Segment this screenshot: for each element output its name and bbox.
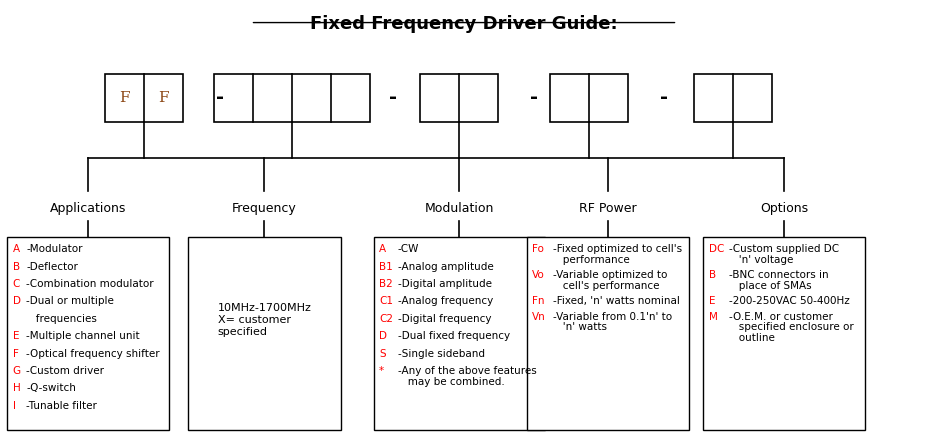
Bar (703, 237, 865, 430)
Bar (7, 237, 170, 430)
Text: Fixed Frequency Driver Guide:: Fixed Frequency Driver Guide: (310, 15, 617, 33)
Text: -200-250VAC 50-400Hz: -200-250VAC 50-400Hz (729, 296, 849, 306)
Text: -Custom supplied DC: -Custom supplied DC (729, 244, 838, 254)
Text: place of SMAs: place of SMAs (729, 281, 811, 291)
Text: *: * (378, 366, 384, 376)
Bar (550, 74, 628, 122)
Text: -Dual or multiple: -Dual or multiple (27, 296, 114, 306)
Text: -BNC connectors in: -BNC connectors in (729, 270, 828, 280)
Text: -Modulator: -Modulator (27, 244, 83, 254)
Bar (214, 74, 370, 122)
Text: A: A (378, 244, 386, 254)
Text: B: B (13, 262, 19, 272)
Text: F: F (13, 349, 19, 358)
Text: -CW: -CW (398, 244, 419, 254)
Text: 'n' watts: 'n' watts (552, 322, 606, 332)
Text: -: - (388, 88, 396, 107)
Text: -Combination modulator: -Combination modulator (27, 279, 154, 289)
Text: G: G (13, 366, 20, 376)
Text: Modulation: Modulation (425, 202, 493, 215)
Text: RF Power: RF Power (578, 202, 636, 215)
Text: -Variable optimized to: -Variable optimized to (552, 270, 667, 280)
Text: -Single sideband: -Single sideband (398, 349, 484, 358)
Text: 10MHz-1700MHz
X= customer
specified: 10MHz-1700MHz X= customer specified (217, 303, 311, 337)
Text: frequencies: frequencies (27, 314, 97, 324)
Text: A: A (13, 244, 19, 254)
Text: Frequency: Frequency (232, 202, 297, 215)
Text: Applications: Applications (50, 202, 126, 215)
Text: -Digital amplitude: -Digital amplitude (398, 279, 491, 289)
Text: E: E (708, 296, 715, 306)
Text: I: I (13, 401, 16, 411)
Text: may be combined.: may be combined. (398, 377, 504, 387)
Text: B2: B2 (378, 279, 392, 289)
Bar (527, 237, 688, 430)
Text: H: H (13, 383, 20, 393)
Text: Fn: Fn (532, 296, 544, 306)
Text: -: - (659, 88, 667, 107)
Text: C1: C1 (378, 296, 393, 306)
Text: -Fixed optimized to cell's: -Fixed optimized to cell's (552, 244, 681, 254)
Text: -Fixed, 'n' watts nominal: -Fixed, 'n' watts nominal (552, 296, 679, 306)
Text: S: S (378, 349, 386, 358)
Text: -Variable from 0.1'n' to: -Variable from 0.1'n' to (552, 312, 671, 322)
Text: -: - (529, 88, 537, 107)
Text: specified enclosure or: specified enclosure or (729, 322, 853, 332)
Text: -Any of the above features: -Any of the above features (398, 366, 536, 376)
Text: cell's performance: cell's performance (552, 281, 658, 291)
Bar (373, 237, 544, 430)
Text: F: F (119, 91, 130, 105)
Text: C: C (13, 279, 19, 289)
Text: -Dual fixed frequency: -Dual fixed frequency (398, 331, 509, 341)
Text: D: D (13, 296, 20, 306)
Text: -Analog frequency: -Analog frequency (398, 296, 492, 306)
Text: B: B (708, 270, 715, 280)
Text: -Custom driver: -Custom driver (27, 366, 105, 376)
Text: F: F (158, 91, 169, 105)
Text: -Optical frequency shifter: -Optical frequency shifter (27, 349, 159, 358)
Text: Options: Options (759, 202, 807, 215)
Text: -Digital frequency: -Digital frequency (398, 314, 490, 324)
Text: outline: outline (729, 333, 774, 343)
Bar (105, 74, 183, 122)
Text: -Analog amplitude: -Analog amplitude (398, 262, 493, 272)
Text: E: E (13, 331, 19, 341)
Text: -Q-switch: -Q-switch (27, 383, 76, 393)
Bar (420, 74, 498, 122)
Bar (693, 74, 771, 122)
Text: B1: B1 (378, 262, 392, 272)
Text: C2: C2 (378, 314, 393, 324)
Text: -O.E.M. or customer: -O.E.M. or customer (729, 312, 832, 322)
Text: -Tunable filter: -Tunable filter (27, 401, 97, 411)
Bar (187, 237, 341, 430)
Text: M: M (708, 312, 717, 322)
Text: DC: DC (708, 244, 723, 254)
Text: -Multiple channel unit: -Multiple channel unit (27, 331, 140, 341)
Text: Fo: Fo (532, 244, 543, 254)
Text: Vo: Vo (532, 270, 544, 280)
Text: Vn: Vn (532, 312, 545, 322)
Text: -Deflector: -Deflector (27, 262, 78, 272)
Text: 'n' voltage: 'n' voltage (729, 255, 793, 265)
Text: performance: performance (552, 255, 629, 265)
Text: -: - (216, 88, 223, 107)
Text: D: D (378, 331, 387, 341)
